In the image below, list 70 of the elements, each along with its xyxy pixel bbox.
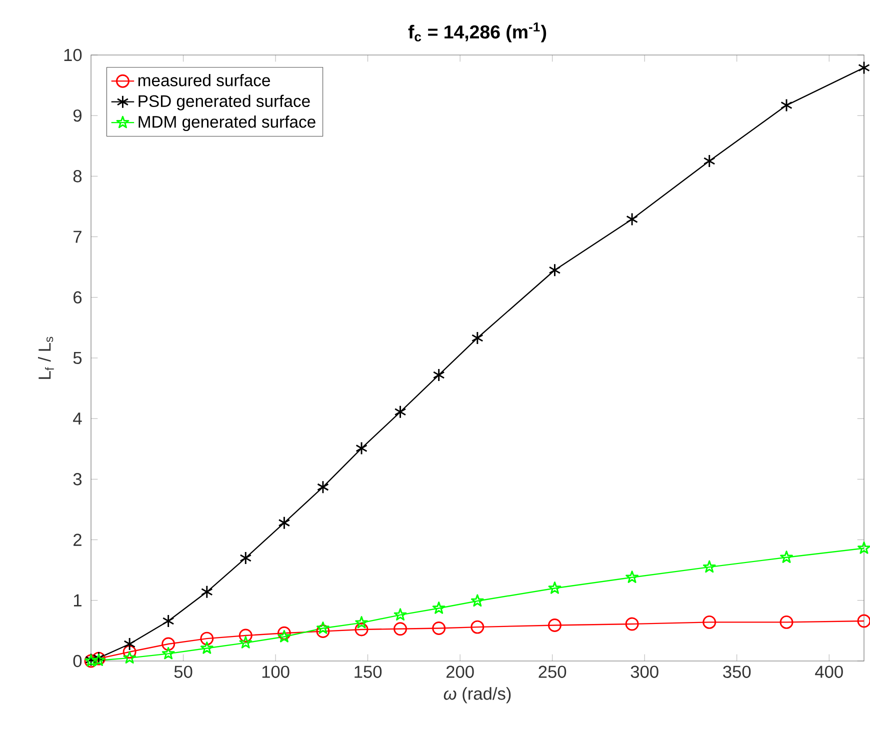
point (780, 615, 794, 629)
chart-title: f$_{c}$ = 14,286 (m$^{-1}$) (408, 22, 546, 42)
legend-label: MDM generated surface (138, 116, 316, 132)
point (278, 630, 291, 642)
point (200, 642, 214, 654)
x-axis-title: ω (rad/s) (444, 687, 511, 704)
y-tick-label: 5 (73, 352, 82, 364)
point (239, 636, 252, 648)
point (625, 617, 639, 631)
point (200, 585, 213, 599)
point (394, 405, 406, 419)
point (702, 560, 716, 573)
point (432, 622, 446, 635)
point (548, 582, 562, 594)
x-tick-label: 100 (262, 666, 290, 678)
point (470, 620, 484, 634)
point (277, 626, 291, 640)
point (162, 637, 176, 651)
point (123, 651, 136, 664)
x-tick-label: 200 (446, 666, 474, 678)
point (548, 263, 561, 277)
point (780, 550, 793, 563)
legend-label: measured surface (138, 74, 270, 86)
point (124, 637, 136, 651)
point (432, 368, 445, 382)
point (626, 212, 638, 226)
point (356, 442, 368, 456)
point (316, 622, 330, 634)
point (432, 602, 446, 614)
x-tick-label: 50 (174, 666, 192, 678)
point (858, 542, 870, 554)
y-tick-label: 1 (74, 594, 82, 606)
y-tick-label: 7 (74, 230, 82, 243)
point (471, 331, 484, 345)
y-tick-label: 6 (74, 291, 82, 304)
point (162, 646, 175, 660)
point (238, 628, 252, 642)
point (394, 622, 408, 636)
legend-label: PSD generated surface (138, 94, 310, 110)
y-axis-title: L$_{f}$ / L$_{s}$ (38, 336, 54, 379)
point (470, 594, 484, 607)
point (240, 551, 252, 565)
point (626, 570, 638, 583)
point (162, 614, 174, 628)
x-tick-label: 150 (354, 666, 382, 678)
y-tick-label: 9 (73, 109, 82, 122)
point (857, 614, 870, 628)
y-tick-label: 3 (73, 473, 82, 486)
x-tick-label: 250 (538, 666, 566, 678)
x-tick-label: 350 (723, 666, 751, 678)
point (858, 60, 870, 74)
y-tick-label: 10 (64, 48, 82, 62)
point (355, 616, 368, 628)
point (548, 618, 562, 632)
x-tick-label: 300 (630, 666, 658, 678)
y-tick-label: 4 (73, 412, 82, 425)
x-tick-label: 400 (815, 666, 843, 678)
y-tick-label: 0 (73, 654, 82, 668)
point (317, 480, 329, 494)
point (394, 608, 407, 621)
point (702, 615, 716, 629)
y-tick-label: 2 (74, 534, 82, 546)
point (278, 516, 290, 530)
point (780, 98, 792, 112)
point (316, 624, 330, 638)
point (354, 622, 368, 636)
point (122, 645, 136, 659)
y-tick-label: 8 (73, 170, 82, 182)
point (703, 154, 716, 168)
point (200, 632, 214, 646)
